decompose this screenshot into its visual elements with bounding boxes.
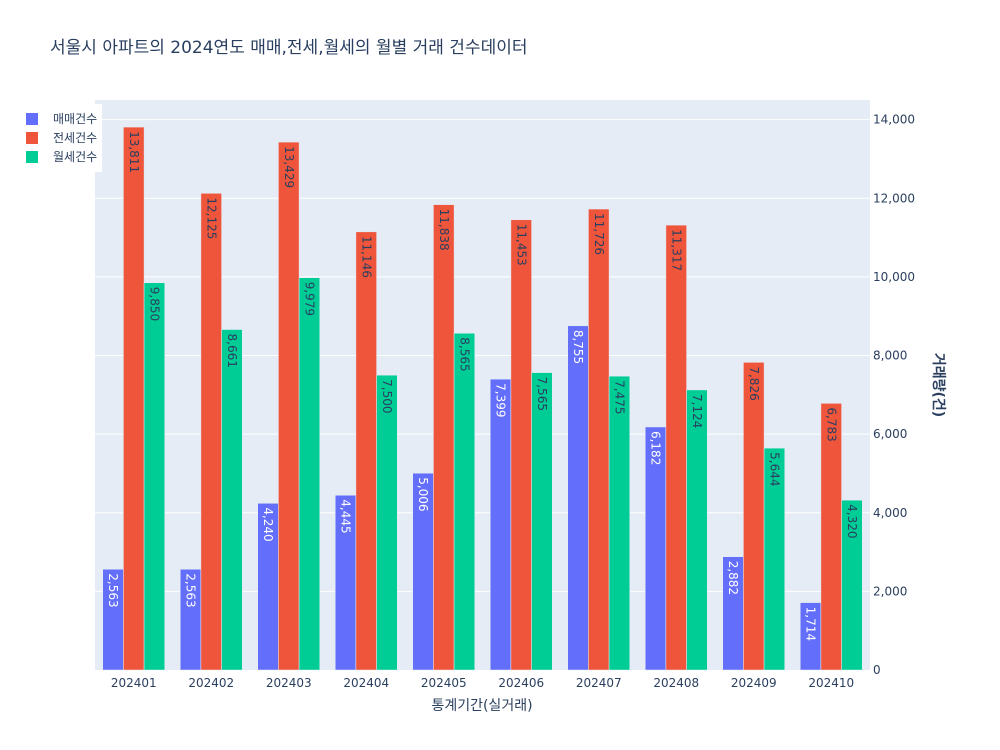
x-tick-label: 202405 <box>421 676 467 690</box>
y-axis-ticks: 0 2,000 4,000 6,000 8,000 10,000 12,000 14,000 <box>873 113 915 677</box>
bar-value-label: 8,661 <box>225 334 239 368</box>
bar-value-label: 13,811 <box>127 131 141 173</box>
x-axis-ticks: 202401 202402 202403 202404 202405 202406 2024… <box>111 676 854 690</box>
bar-전세건수-202407 <box>588 208 610 671</box>
legend-label[interactable]: 전세건수 <box>53 131 97 145</box>
x-tick-label: 202403 <box>266 676 312 690</box>
x-tick-label: 202401 <box>111 676 157 690</box>
bar-value-label: 2,563 <box>106 573 120 607</box>
bar-월세건수-202406 <box>531 372 553 671</box>
bar-value-label: 7,500 <box>380 379 394 413</box>
bars <box>102 126 863 671</box>
bar-value-label: 11,317 <box>669 229 683 271</box>
bar-value-label: 1,714 <box>804 607 818 641</box>
bar-월세건수-202407 <box>608 375 630 671</box>
bar-월세건수-202408 <box>686 389 708 671</box>
bar-월세건수-202410 <box>841 499 863 671</box>
y-tick-label: 6,000 <box>873 427 907 441</box>
legend-swatch <box>26 113 38 125</box>
bar-value-label: 7,475 <box>612 380 626 414</box>
y-axis-title: 거래량(건) <box>930 353 947 417</box>
bar-전세건수-202404 <box>355 231 377 671</box>
y-tick-label: 8,000 <box>873 349 907 363</box>
bar-value-label: 7,826 <box>747 366 761 400</box>
bar-labels: 2,563 13,811 9,850 2,563 12,125 8,661 4,240 13,… <box>106 131 859 641</box>
bar-월세건수-202405 <box>453 333 476 671</box>
bar-매매건수-202407 <box>567 325 589 671</box>
bar-value-label: 9,979 <box>302 282 316 316</box>
bar-value-label: 11,146 <box>359 236 373 278</box>
legend-swatch <box>26 132 38 144</box>
y-tick-label: 0 <box>873 663 881 677</box>
bar-월세건수-202403 <box>298 277 321 671</box>
x-tick-label: 202406 <box>498 676 544 690</box>
bar-value-label: 5,006 <box>416 477 430 511</box>
bar-value-label: 6,783 <box>824 407 838 441</box>
bar-value-label: 9,850 <box>147 287 161 321</box>
bar-value-label: 5,644 <box>767 452 781 486</box>
bar-월세건수-202404 <box>376 374 398 671</box>
bar-매매건수-202406 <box>490 378 512 671</box>
bar-value-label: 12,125 <box>204 197 218 239</box>
bar-value-label: 7,399 <box>494 383 508 417</box>
bar-전세건수-202405 <box>433 204 455 671</box>
bar-value-label: 4,240 <box>261 507 275 541</box>
x-tick-label: 202408 <box>653 676 699 690</box>
bar-월세건수-202401 <box>143 282 165 671</box>
bar-전세건수-202409 <box>743 362 765 671</box>
x-tick-label: 202404 <box>343 676 389 690</box>
bar-월세건수-202409 <box>763 447 785 671</box>
legend-label[interactable]: 매매건수 <box>53 112 97 126</box>
bar-전세건수-202402 <box>200 193 222 671</box>
y-tick-label: 2,000 <box>873 584 907 598</box>
x-tick-label: 202410 <box>808 676 854 690</box>
bar-value-label: 4,320 <box>845 504 859 538</box>
bar-value-label: 6,182 <box>649 431 663 465</box>
y-tick-label: 14,000 <box>873 113 915 127</box>
bar-value-label: 7,124 <box>690 394 704 428</box>
x-tick-label: 202409 <box>731 676 777 690</box>
bar-value-label: 2,563 <box>184 573 198 607</box>
x-tick-label: 202407 <box>576 676 622 690</box>
bar-value-label: 11,453 <box>514 224 528 266</box>
bar-value-label: 13,429 <box>282 146 296 188</box>
y-tick-label: 4,000 <box>873 506 907 520</box>
legend-swatch <box>26 151 38 163</box>
legend-label[interactable]: 월세건수 <box>53 150 97 164</box>
bar-전세건수-202401 <box>123 126 145 671</box>
bar-value-label: 2,882 <box>726 561 740 595</box>
bar-value-label: 7,565 <box>535 377 549 411</box>
bar-전세건수-202406 <box>510 219 532 671</box>
y-tick-label: 10,000 <box>873 270 915 284</box>
bar-전세건수-202408 <box>665 224 687 671</box>
bar-value-label: 8,755 <box>571 330 585 364</box>
x-tick-label: 202402 <box>188 676 234 690</box>
bar-value-label: 4,445 <box>339 499 353 533</box>
bar-value-label: 11,838 <box>437 209 451 251</box>
y-tick-label: 12,000 <box>873 191 915 205</box>
bar-월세건수-202402 <box>221 329 243 671</box>
bar-value-label: 8,565 <box>457 337 471 371</box>
bar-value-label: 11,726 <box>592 213 606 255</box>
x-axis-title: 통계기간(실거래) <box>431 698 532 714</box>
bar-전세건수-202410 <box>820 403 842 671</box>
bar-전세건수-202403 <box>278 141 300 671</box>
chart-title: 서울시 아파트의 2024연도 매매,전세,월세의 월별 거래 건수데이터 <box>50 38 528 58</box>
